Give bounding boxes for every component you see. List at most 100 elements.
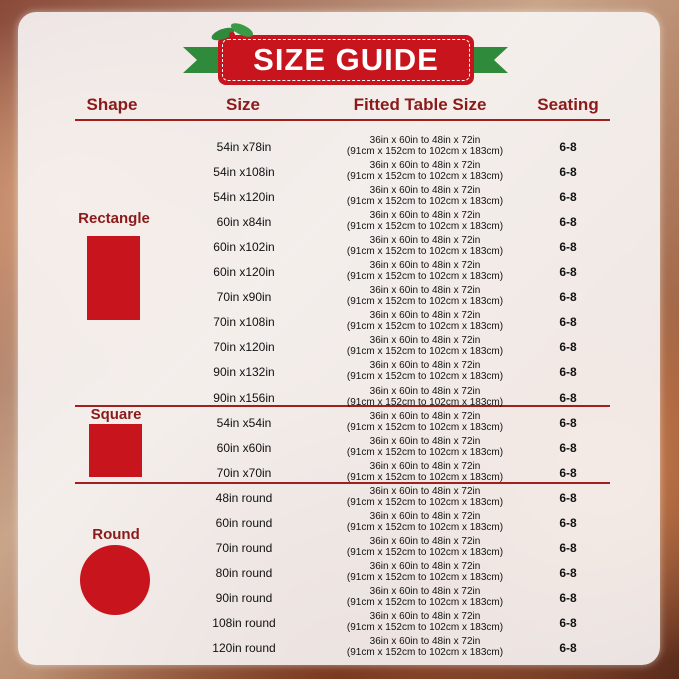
seating-value: 6-8	[559, 190, 577, 205]
table-row: 90in round 36in x 60in to 48in x 72in (91…	[0, 586, 679, 612]
fitted-cm: (91cm x 152cm to 102cm x 183cm)	[346, 647, 504, 658]
fitted-inches: 36in x 60in to 48in x 72in	[369, 335, 481, 347]
title-banner: SIZE GUIDE	[218, 35, 474, 85]
fitted-size-value: 36in x 60in to 48in x 72in (91cm x 152cm …	[347, 511, 503, 533]
fitted-cm: (91cm x 152cm to 102cm x 183cm)	[346, 621, 504, 633]
seating-value: 6-8	[559, 440, 577, 455]
fitted-size-value: 36in x 60in to 48in x 72in (91cm x 152cm …	[347, 285, 503, 307]
size-value: 120in round	[212, 641, 276, 655]
holly-icon	[211, 23, 254, 41]
fitted-inches: 36in x 60in to 48in x 72in	[369, 310, 481, 322]
fitted-inches: 36in x 60in to 48in x 72in	[369, 510, 481, 522]
seating-value: 6-8	[559, 540, 577, 555]
seating-value: 6-8	[559, 165, 577, 180]
fitted-cm: (91cm x 152cm to 102cm x 183cm)	[346, 596, 504, 608]
seating-value: 6-8	[559, 340, 577, 355]
group-divider	[75, 405, 610, 407]
seating-value: 6-8	[559, 590, 577, 605]
fitted-size-value: 36in x 60in to 48in x 72in (91cm x 152cm …	[347, 486, 503, 508]
fitted-inches: 36in x 60in to 48in x 72in	[369, 235, 481, 247]
fitted-inches: 36in x 60in to 48in x 72in	[369, 285, 481, 297]
fitted-inches: 36in x 60in to 48in x 72in	[369, 435, 481, 447]
header-divider	[75, 119, 610, 121]
fitted-cm: (91cm x 152cm to 102cm x 183cm)	[346, 471, 504, 483]
header-seating: Seating	[537, 95, 599, 114]
table-row: 60in x120in 36in x 60in to 48in x 72in (9…	[0, 260, 679, 286]
fitted-size-value: 36in x 60in to 48in x 72in (91cm x 152cm …	[347, 260, 503, 282]
table-row: 70in x90in 36in x 60in to 48in x 72in (91…	[0, 285, 679, 311]
fitted-size-value: 36in x 60in to 48in x 72in (91cm x 152cm …	[347, 310, 503, 332]
table-row: 70in x70in 36in x 60in to 48in x 72in (91…	[0, 461, 679, 487]
size-value: 70in x108in	[213, 315, 275, 330]
size-value: 60in x84in	[216, 215, 272, 230]
fitted-inches: 36in x 60in to 48in x 72in	[369, 560, 481, 572]
size-value: 70in x120in	[213, 340, 275, 355]
title: SIZE GUIDE	[253, 42, 439, 77]
fitted-cm: (91cm x 152cm to 102cm x 183cm)	[346, 246, 504, 258]
fitted-inches: 36in x 60in to 48in x 72in	[369, 210, 481, 222]
table-row: 54in x78in 36in x 60in to 48in x 72in (91…	[0, 135, 679, 161]
fitted-inches: 36in x 60in to 48in x 72in	[369, 460, 481, 472]
size-value: 108in round	[212, 615, 276, 630]
table-row: 60in x102in 36in x 60in to 48in x 72in (9…	[0, 235, 679, 261]
table-row: 80in round 36in x 60in to 48in x 72in (91…	[0, 561, 679, 587]
table-row: 48in round 36in x 60in to 48in x 72in (91…	[0, 486, 679, 512]
fitted-size-value: 36in x 60in to 48in x 72in (91cm x 152cm …	[347, 611, 503, 633]
header-fitted-size: Fitted Table Size	[353, 95, 487, 114]
table-row: 60in x84in 36in x 60in to 48in x 72in (91…	[0, 210, 679, 236]
fitted-inches: 36in x 60in to 48in x 72in	[369, 610, 481, 622]
table-row: 108in round 36in x 60in to 48in x 72in (9…	[0, 611, 679, 637]
seating-value: 6-8	[559, 615, 577, 630]
header-size: Size	[225, 95, 261, 114]
fitted-cm: (91cm x 152cm to 102cm x 183cm)	[346, 546, 504, 558]
fitted-cm: (91cm x 152cm to 102cm x 183cm)	[346, 421, 504, 433]
fitted-size-value: 36in x 60in to 48in x 72in (91cm x 152cm …	[347, 586, 503, 608]
size-value: 80in round	[215, 565, 273, 580]
size-value: 70in round	[215, 540, 273, 555]
fitted-inches: 36in x 60in to 48in x 72in	[369, 260, 481, 272]
seating-value: 6-8	[559, 641, 577, 655]
size-value: 54in x78in	[216, 140, 272, 154]
seating-value: 6-8	[559, 465, 577, 480]
fitted-cm: (91cm x 152cm to 102cm x 183cm)	[346, 396, 504, 408]
table-row: 54in x108in 36in x 60in to 48in x 72in (9…	[0, 160, 679, 186]
table-row: 54in x54in 36in x 60in to 48in x 72in (91…	[0, 411, 679, 437]
fitted-cm: (91cm x 152cm to 102cm x 183cm)	[346, 171, 504, 183]
fitted-size-value: 36in x 60in to 48in x 72in (91cm x 152cm …	[347, 461, 503, 483]
table-row: 70in x108in 36in x 60in to 48in x 72in (9…	[0, 310, 679, 336]
fitted-cm: (91cm x 152cm to 102cm x 183cm)	[346, 446, 504, 458]
table-row: 70in round 36in x 60in to 48in x 72in (91…	[0, 536, 679, 562]
fitted-cm: (91cm x 152cm to 102cm x 183cm)	[346, 146, 504, 157]
table-row: 70in x120in 36in x 60in to 48in x 72in (9…	[0, 335, 679, 361]
table-row: 90in x156in 36in x 60in to 48in x 72in (9…	[0, 386, 679, 412]
fitted-size-value: 36in x 60in to 48in x 72in (91cm x 152cm …	[347, 335, 503, 357]
seating-value: 6-8	[559, 415, 577, 430]
shape-label-square: Square	[90, 406, 142, 423]
seating-value: 6-8	[559, 265, 577, 280]
fitted-inches: 36in x 60in to 48in x 72in	[369, 636, 481, 647]
fitted-size-value: 36in x 60in to 48in x 72in (91cm x 152cm …	[347, 185, 503, 207]
fitted-inches: 36in x 60in to 48in x 72in	[369, 535, 481, 547]
seating-value: 6-8	[559, 140, 577, 154]
shape-label-round: Round	[92, 526, 140, 543]
fitted-cm: (91cm x 152cm to 102cm x 183cm)	[346, 321, 504, 333]
size-value: 54in x120in	[213, 190, 275, 205]
fitted-size-value: 36in x 60in to 48in x 72in (91cm x 152cm …	[347, 411, 503, 433]
fitted-cm: (91cm x 152cm to 102cm x 183cm)	[346, 296, 504, 308]
table-row: 54in x120in 36in x 60in to 48in x 72in (9…	[0, 185, 679, 211]
fitted-size-value: 36in x 60in to 48in x 72in (91cm x 152cm …	[347, 360, 503, 382]
fitted-inches: 36in x 60in to 48in x 72in	[369, 135, 481, 146]
fitted-size-value: 36in x 60in to 48in x 72in (91cm x 152cm …	[347, 536, 503, 558]
fitted-size-value: 36in x 60in to 48in x 72in (91cm x 152cm …	[347, 386, 503, 408]
fitted-inches: 36in x 60in to 48in x 72in	[369, 585, 481, 597]
seating-value: 6-8	[559, 490, 577, 505]
size-value: 70in x70in	[216, 465, 272, 480]
round-shape-icon	[80, 545, 150, 615]
size-value: 48in round	[215, 490, 273, 505]
size-value: 60in x120in	[213, 265, 275, 280]
fitted-size-value: 36in x 60in to 48in x 72in (91cm x 152cm …	[347, 561, 503, 583]
fitted-inches: 36in x 60in to 48in x 72in	[369, 160, 481, 172]
fitted-size-value: 36in x 60in to 48in x 72in (91cm x 152cm …	[347, 436, 503, 458]
size-value: 70in x90in	[216, 290, 272, 305]
fitted-cm: (91cm x 152cm to 102cm x 183cm)	[346, 271, 504, 283]
